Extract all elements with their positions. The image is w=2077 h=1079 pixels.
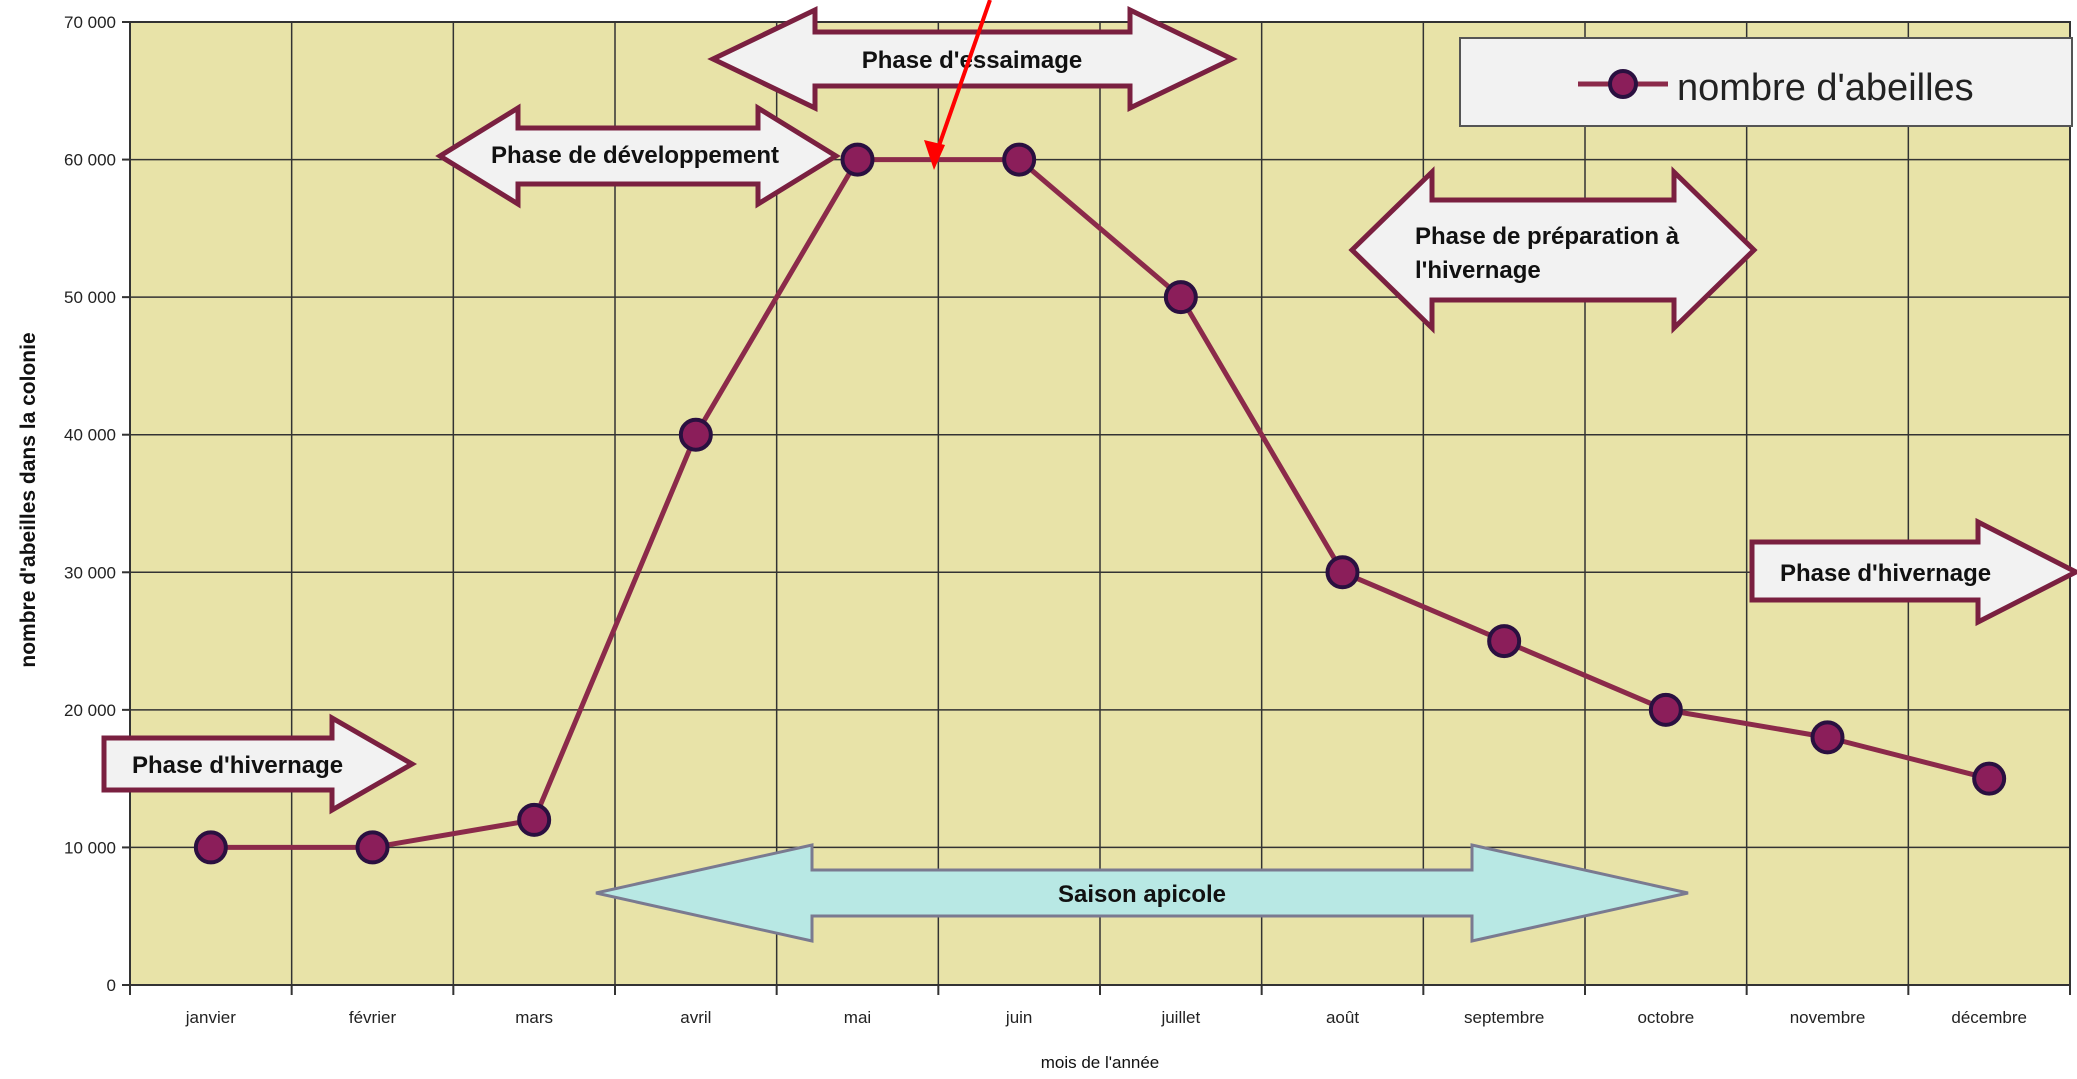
x-tick-label: mars (515, 1008, 553, 1027)
arrow-phase-developpement: Phase de développement (435, 103, 841, 209)
legend-box (1459, 37, 2073, 127)
label-phase-developpement: Phase de développement (491, 142, 779, 169)
data-point (1810, 720, 1845, 755)
legend-label: nombre d'abeilles (1677, 67, 1974, 109)
x-tick-label: juin (1005, 1008, 1032, 1027)
y-tick-label: 50 000 (64, 288, 116, 307)
label-phase-preparation-2: l'hivernage (1415, 257, 1541, 284)
data-point (1325, 555, 1360, 590)
series-line (210, 157, 1990, 850)
y-tick-label: 10 000 (64, 838, 116, 857)
label-phase-preparation-1: Phase de préparation à (1415, 223, 1680, 250)
x-tick-label: mai (844, 1008, 871, 1027)
x-tick-label: juillet (1160, 1008, 1200, 1027)
x-tick-label: octobre (1637, 1008, 1694, 1027)
y-tick-label: 20 000 (64, 701, 116, 720)
y-tick-label: 60 000 (64, 151, 116, 170)
x-tick-label: décembre (1951, 1008, 2027, 1027)
data-point (1002, 142, 1037, 177)
arrow-phase-essaimage: Phase d'essaimage (707, 6, 1238, 112)
grid (130, 21, 2070, 985)
x-tick-label: février (349, 1008, 397, 1027)
x-tick-label: avril (680, 1008, 711, 1027)
data-point (1487, 624, 1522, 659)
x-axis: janvier février mars avril mai juin juillet aoû… (129, 985, 2071, 1027)
x-tick-label: septembre (1464, 1008, 1544, 1027)
data-point (355, 830, 390, 865)
x-tick-label: août (1326, 1008, 1359, 1027)
pointer-arrow (924, 0, 992, 170)
y-tick-label: 0 (107, 976, 116, 995)
data-point (1648, 692, 1683, 727)
data-point (193, 830, 228, 865)
data-point (1972, 761, 2007, 796)
y-tick-label: 40 000 (64, 426, 116, 445)
label-saison-apicole: Saison apicole (1058, 881, 1226, 908)
series (193, 142, 2007, 865)
arrow-phase-hivernage-left: Phase d'hivernage (101, 713, 418, 815)
legend-swatch-marker (1608, 69, 1638, 99)
data-point (678, 417, 713, 452)
x-tick-label: janvier (185, 1008, 236, 1027)
data-point (840, 142, 875, 177)
arrow-phase-preparation: Phase de préparation à l'hivernage (1348, 166, 1758, 334)
arrow-saison-apicole: Saison apicole (595, 843, 1689, 943)
y-tick-label: 30 000 (64, 563, 116, 582)
data-point (1163, 280, 1198, 315)
y-axis-title: nombre d'abeilles dans la colonie (17, 332, 40, 667)
label-phase-hivernage-right: Phase d'hivernage (1780, 560, 1991, 587)
data-point (517, 802, 552, 837)
x-axis-title: mois de l'année (1041, 1053, 1160, 1072)
legend: nombre d'abeilles (1459, 37, 2073, 127)
arrow-phase-hivernage-right: Phase d'hivernage (1749, 517, 2077, 627)
y-axis: 0 10 000 20 000 30 000 40 000 50 000 60 000 70 … (64, 13, 131, 995)
x-tick-label: novembre (1790, 1008, 1866, 1027)
label-phase-hivernage-left: Phase d'hivernage (132, 752, 343, 779)
y-tick-label: 70 000 (64, 13, 116, 32)
